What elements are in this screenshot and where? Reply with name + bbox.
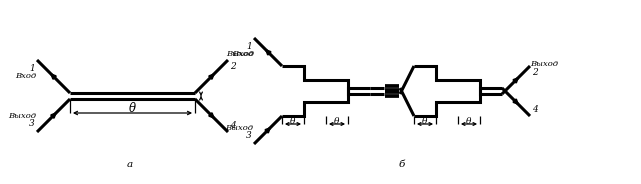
- Text: 3: 3: [246, 131, 252, 140]
- Text: 1: 1: [29, 64, 35, 73]
- Text: 3: 3: [29, 119, 35, 128]
- Text: θ: θ: [129, 102, 136, 115]
- Text: θ: θ: [422, 117, 428, 126]
- Text: 4: 4: [532, 105, 538, 114]
- Text: Вход: Вход: [15, 72, 36, 80]
- Text: Выход: Выход: [8, 112, 36, 120]
- Text: θ: θ: [290, 117, 296, 126]
- Text: 2: 2: [230, 62, 236, 71]
- Text: б: б: [399, 160, 405, 169]
- Text: θ: θ: [466, 117, 472, 126]
- Text: Выход: Выход: [530, 60, 558, 68]
- Text: Выход: Выход: [226, 50, 254, 58]
- Text: Выход: Выход: [225, 124, 253, 132]
- Text: a: a: [127, 160, 133, 169]
- Text: 1: 1: [246, 42, 252, 51]
- Text: 2: 2: [532, 68, 538, 77]
- Text: 4: 4: [230, 121, 236, 130]
- Text: Вход: Вход: [232, 50, 253, 58]
- Text: θ: θ: [335, 117, 340, 126]
